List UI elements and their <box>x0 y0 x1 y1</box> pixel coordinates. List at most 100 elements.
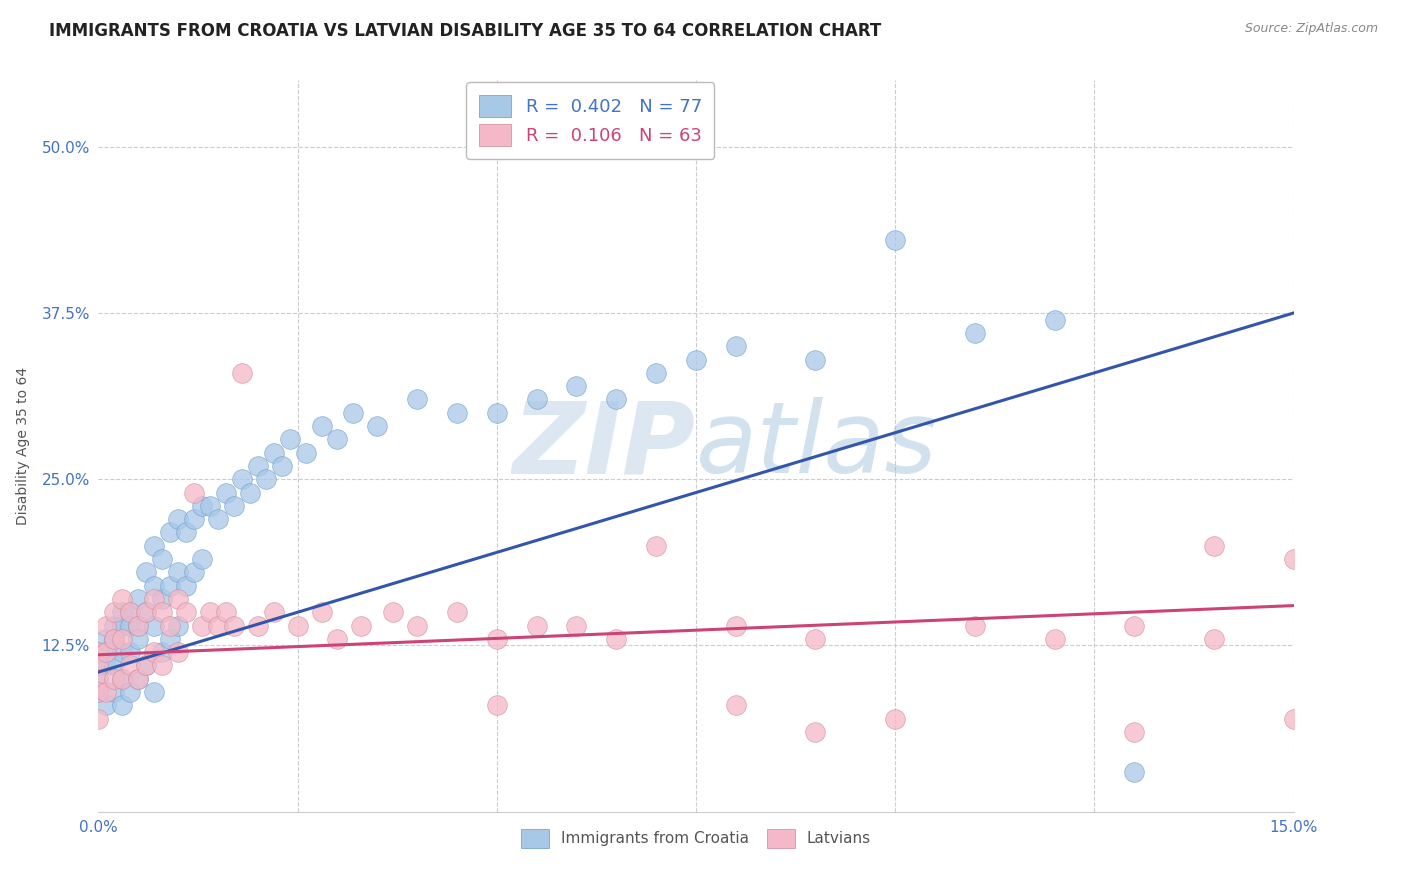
Point <box>135 605 157 619</box>
Point <box>183 485 205 500</box>
Point <box>263 605 285 619</box>
Point <box>87 685 110 699</box>
Point <box>884 233 907 247</box>
Point <box>645 539 668 553</box>
Point <box>127 672 149 686</box>
Point <box>350 618 373 632</box>
Point <box>246 618 269 632</box>
Point <box>222 499 245 513</box>
Point <box>1282 552 1305 566</box>
Point <box>311 419 333 434</box>
Point <box>198 605 221 619</box>
Point <box>120 618 142 632</box>
Point <box>135 566 157 580</box>
Point <box>127 618 149 632</box>
Point <box>191 499 214 513</box>
Point <box>87 658 110 673</box>
Point <box>103 672 125 686</box>
Point <box>174 579 197 593</box>
Point <box>1123 618 1146 632</box>
Point <box>96 618 118 632</box>
Point <box>485 698 508 713</box>
Point <box>565 618 588 632</box>
Point <box>87 672 110 686</box>
Point <box>326 632 349 646</box>
Text: IMMIGRANTS FROM CROATIA VS LATVIAN DISABILITY AGE 35 TO 64 CORRELATION CHART: IMMIGRANTS FROM CROATIA VS LATVIAN DISAB… <box>49 22 882 40</box>
Point <box>174 605 197 619</box>
Point <box>120 605 142 619</box>
Point <box>446 406 468 420</box>
Point <box>645 366 668 380</box>
Point <box>143 685 166 699</box>
Point <box>174 525 197 540</box>
Point <box>96 645 118 659</box>
Point <box>111 645 134 659</box>
Point <box>103 685 125 699</box>
Point <box>103 632 125 646</box>
Point <box>96 685 118 699</box>
Point <box>111 698 134 713</box>
Point <box>1123 725 1146 739</box>
Point <box>159 618 181 632</box>
Point <box>103 658 125 673</box>
Point <box>287 618 309 632</box>
Point <box>565 379 588 393</box>
Point <box>326 433 349 447</box>
Text: Source: ZipAtlas.com: Source: ZipAtlas.com <box>1244 22 1378 36</box>
Point <box>127 632 149 646</box>
Point <box>605 392 627 407</box>
Point <box>96 658 118 673</box>
Point <box>485 406 508 420</box>
Point <box>724 618 747 632</box>
Legend: Immigrants from Croatia, Latvians: Immigrants from Croatia, Latvians <box>513 822 879 855</box>
Point <box>724 339 747 353</box>
Point <box>246 458 269 473</box>
Point <box>183 512 205 526</box>
Point <box>150 552 173 566</box>
Point <box>143 579 166 593</box>
Point <box>222 618 245 632</box>
Point <box>87 672 110 686</box>
Point <box>96 632 118 646</box>
Point <box>263 445 285 459</box>
Point <box>191 618 214 632</box>
Point <box>526 392 548 407</box>
Point <box>143 539 166 553</box>
Text: atlas: atlas <box>696 398 938 494</box>
Point <box>342 406 364 420</box>
Point <box>215 605 238 619</box>
Point <box>103 605 125 619</box>
Point <box>183 566 205 580</box>
Point <box>724 698 747 713</box>
Point <box>159 579 181 593</box>
Point <box>804 725 827 739</box>
Point <box>167 645 190 659</box>
Point <box>111 632 134 646</box>
Point <box>254 472 277 486</box>
Point <box>111 591 134 606</box>
Point <box>87 645 110 659</box>
Point <box>103 618 125 632</box>
Point <box>87 658 110 673</box>
Point <box>1123 764 1146 779</box>
Point <box>159 632 181 646</box>
Y-axis label: Disability Age 35 to 64: Disability Age 35 to 64 <box>17 367 31 525</box>
Point <box>96 645 118 659</box>
Point <box>127 618 149 632</box>
Point <box>446 605 468 619</box>
Point <box>120 645 142 659</box>
Point <box>135 658 157 673</box>
Point <box>87 685 110 699</box>
Point <box>103 632 125 646</box>
Point <box>485 632 508 646</box>
Point <box>207 618 229 632</box>
Point <box>150 591 173 606</box>
Point <box>294 445 316 459</box>
Point <box>366 419 388 434</box>
Point <box>804 632 827 646</box>
Point <box>278 433 301 447</box>
Point <box>382 605 405 619</box>
Point <box>406 618 429 632</box>
Point <box>120 685 142 699</box>
Point <box>231 472 253 486</box>
